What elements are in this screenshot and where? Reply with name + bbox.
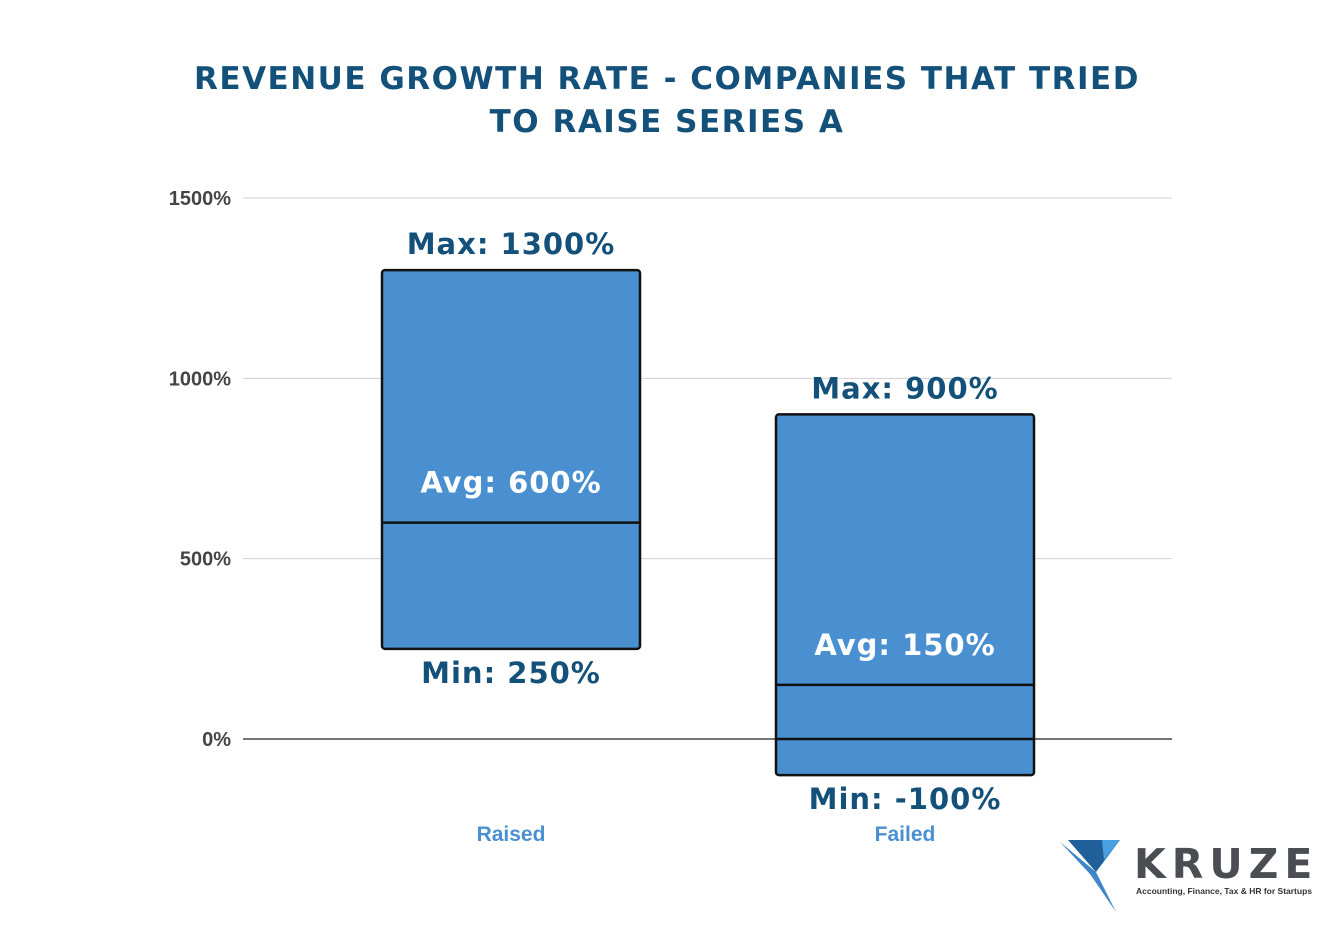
category-label: Raised [477, 823, 546, 846]
chart-title-line-2: TO RAISE SERIES A [489, 104, 845, 140]
y-axis-tick-labels: 0% 500% 1000% 1500% [169, 188, 231, 751]
avg-label: Avg: 150% [814, 628, 995, 662]
logo-tagline: Accounting, Finance, Tax & HR for Startu… [1136, 886, 1312, 896]
kruze-k-mark-icon [1060, 840, 1120, 912]
range-bar [774, 413, 1036, 777]
y-tick-label: 0% [202, 729, 231, 751]
y-tick-label: 1000% [169, 368, 231, 390]
y-tick-label: 500% [180, 549, 231, 571]
y-tick-label: 1500% [169, 188, 231, 210]
kruze-logo: KRUZE Accounting, Finance, Tax & HR for … [1058, 838, 1318, 918]
bars [380, 268, 1036, 777]
chart-title-line-1: REVENUE GROWTH RATE - COMPANIES THAT TRI… [194, 61, 1140, 97]
avg-label: Avg: 600% [420, 466, 601, 500]
min-label: Min: -100% [809, 782, 1002, 816]
range-bar [380, 268, 642, 651]
x-axis-category-labels: Raised Failed [477, 823, 936, 846]
max-label: Max: 900% [811, 371, 998, 405]
max-label: Max: 1300% [407, 227, 616, 261]
category-label: Failed [875, 823, 936, 846]
logo-wordmark: KRUZE [1134, 840, 1319, 888]
chart-title: REVENUE GROWTH RATE - COMPANIES THAT TRI… [0, 58, 1334, 144]
min-label: Min: 250% [421, 656, 601, 690]
bar-annotations: Max: 1300% Avg: 600% Min: 250% Max: 900% Avg… [407, 227, 1002, 816]
